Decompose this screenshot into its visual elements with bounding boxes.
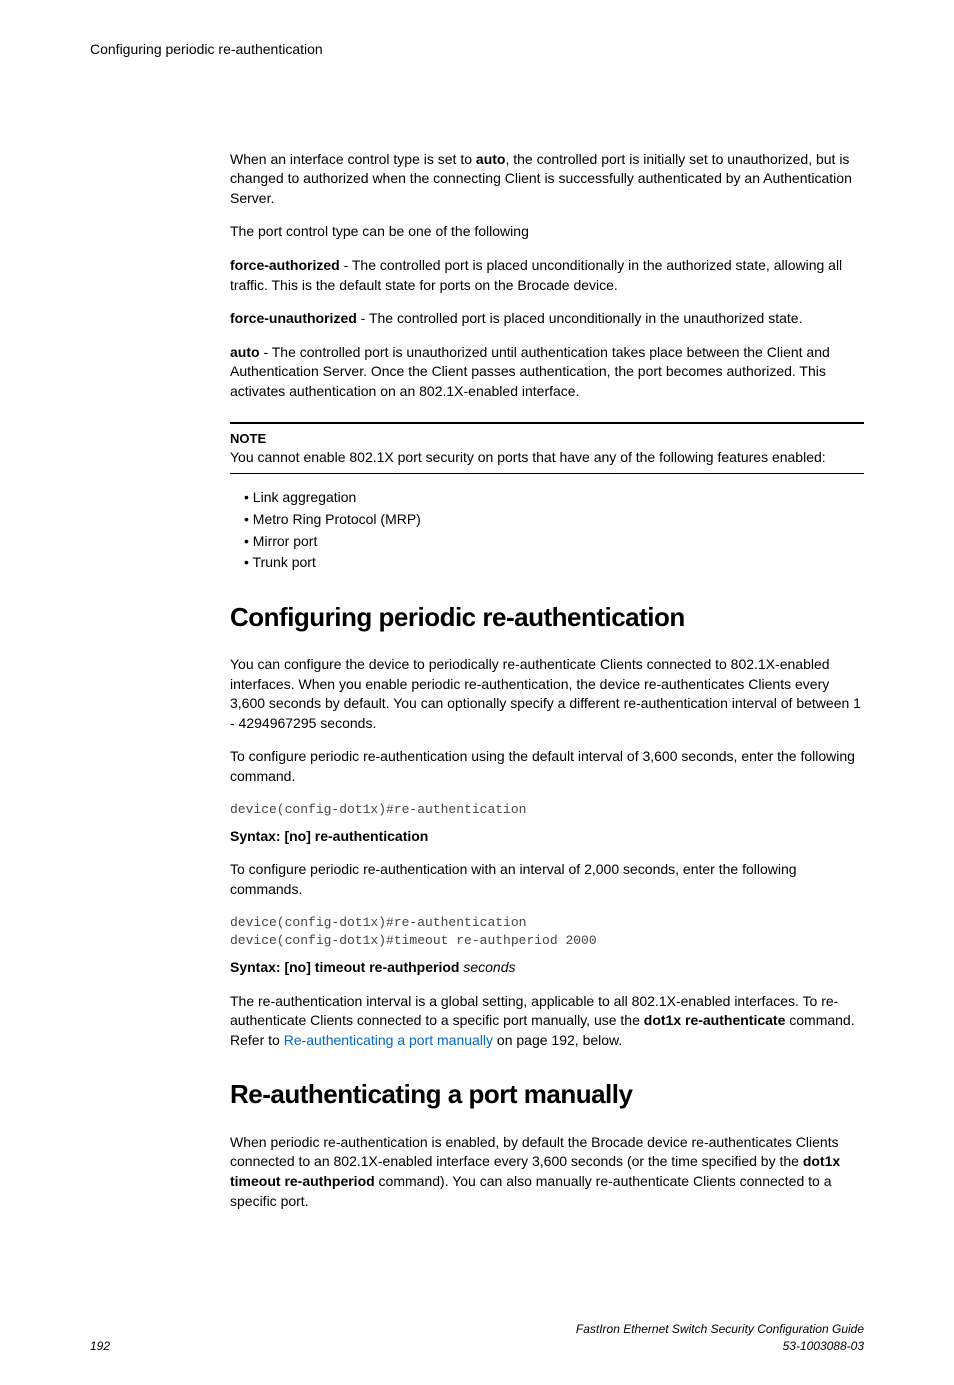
note-block: NOTE You cannot enable 802.1X port secur… [230,422,864,475]
footer-doc-info: FastIron Ethernet Switch Security Config… [576,1321,864,1355]
body-text: You can configure the device to periodic… [230,655,864,733]
auto-def: auto - The controlled port is unauthoriz… [230,343,864,402]
section-heading-periodic-reauth: Configuring periodic re-authentication [230,599,864,635]
main-content: When an interface control type is set to… [230,150,864,1212]
code-block: device(config-dot1x)#re-authentication [230,801,864,819]
body-text: The re-authentication interval is a glob… [230,992,864,1051]
force-unauthorized-def: force-unauthorized - The controlled port… [230,309,864,329]
term: force-unauthorized [230,310,357,326]
text: When periodic re-authentication is enabl… [230,1134,839,1170]
force-authorized-def: force-authorized - The controlled port i… [230,256,864,295]
note-list: Link aggregation Metro Ring Protocol (MR… [230,488,864,572]
intro-paragraph-1: When an interface control type is set to… [230,150,864,209]
definition: - The controlled port is placed uncondit… [357,310,803,326]
text: When an interface control type is set to [230,151,476,167]
rule [230,473,864,474]
running-header: Configuring periodic re-authentication [90,40,864,60]
text: on page 192, below. [493,1032,622,1048]
intro-paragraph-2: The port control type can be one of the … [230,222,864,242]
definition: - The controlled port is unauthorized un… [230,344,830,399]
section-heading-manual-reauth: Re-authenticating a port manually [230,1076,864,1112]
note-label: NOTE [230,430,864,448]
list-item: Metro Ring Protocol (MRP) [244,510,864,530]
body-text: When periodic re-authentication is enabl… [230,1133,864,1211]
list-item: Link aggregation [244,488,864,508]
body-text: To configure periodic re-authentication … [230,747,864,786]
rule [230,422,864,424]
list-item: Trunk port [244,553,864,573]
text-bold: auto [476,151,506,167]
term: force-authorized [230,257,340,273]
syntax-italic: seconds [463,959,515,975]
syntax-line: Syntax: [no] timeout re-authperiod secon… [230,958,864,978]
doc-title: FastIron Ethernet Switch Security Config… [576,1321,864,1338]
code-block: device(config-dot1x)#re-authentication d… [230,914,864,950]
note-text: You cannot enable 802.1X port security o… [230,448,864,468]
page-footer: 192 FastIron Ethernet Switch Security Co… [90,1321,864,1355]
list-item: Mirror port [244,532,864,552]
term: auto [230,344,260,360]
page-number: 192 [90,1338,110,1355]
doc-number: 53-1003088-03 [576,1338,864,1355]
body-text: To configure periodic re-authentication … [230,860,864,899]
text-bold: dot1x re-authenticate [644,1012,786,1028]
syntax-line: Syntax: [no] re-authentication [230,827,864,847]
cross-ref-link[interactable]: Re-authenticating a port manually [284,1032,493,1048]
syntax-bold: Syntax: [no] timeout re-authperiod [230,959,463,975]
